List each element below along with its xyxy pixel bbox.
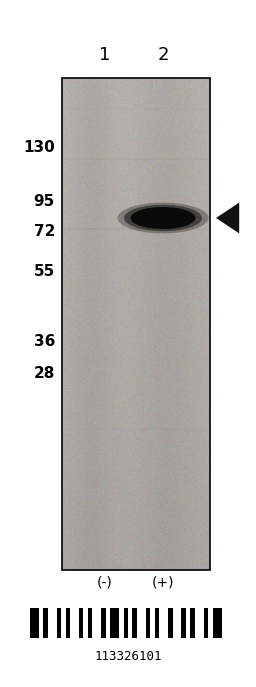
Text: 2: 2: [157, 46, 169, 64]
Bar: [146, 608, 150, 638]
Bar: [110, 608, 119, 638]
Bar: [182, 608, 186, 638]
Bar: [101, 608, 106, 638]
Bar: [155, 608, 159, 638]
Bar: [62, 78, 210, 570]
Ellipse shape: [124, 205, 202, 232]
Bar: [132, 608, 137, 638]
Text: (+): (+): [152, 575, 174, 589]
Bar: [204, 608, 208, 638]
Text: 113326101: 113326101: [94, 650, 162, 663]
Bar: [88, 608, 92, 638]
Bar: [124, 608, 128, 638]
Bar: [30, 608, 39, 638]
Bar: [66, 608, 70, 638]
Ellipse shape: [131, 207, 196, 229]
Text: 130: 130: [23, 141, 55, 155]
Bar: [168, 608, 173, 638]
Bar: [213, 608, 221, 638]
Text: 28: 28: [34, 366, 55, 381]
Text: 55: 55: [34, 264, 55, 280]
Bar: [43, 608, 48, 638]
Ellipse shape: [118, 203, 208, 234]
Bar: [79, 608, 83, 638]
Text: 95: 95: [34, 194, 55, 210]
Text: 36: 36: [34, 333, 55, 348]
Text: (-): (-): [97, 575, 113, 589]
Text: 1: 1: [99, 46, 111, 64]
Polygon shape: [216, 203, 239, 234]
Bar: [190, 608, 195, 638]
Bar: [57, 608, 61, 638]
Text: 72: 72: [34, 225, 55, 240]
